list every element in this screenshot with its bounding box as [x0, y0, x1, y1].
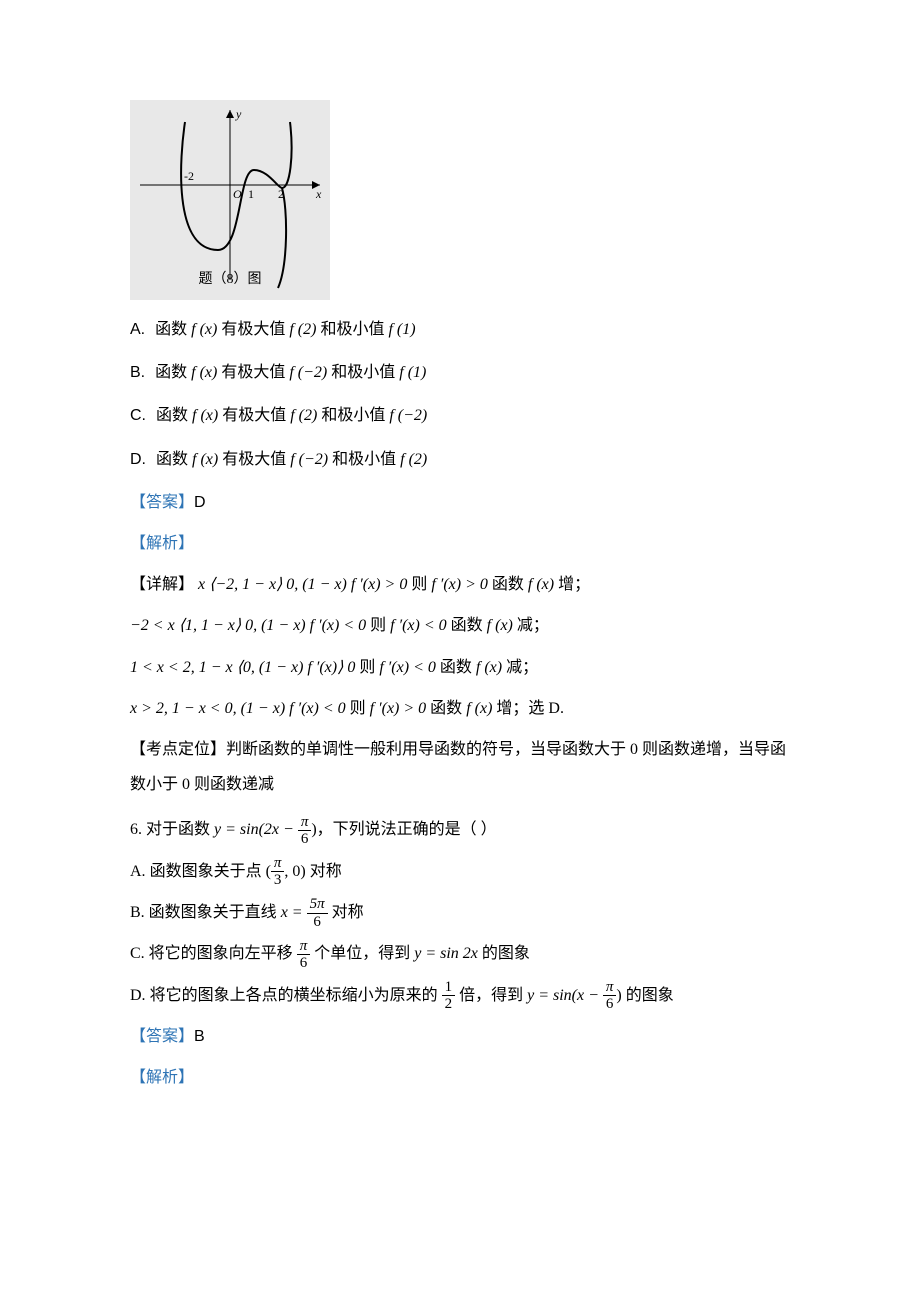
answer-value: D [194, 494, 206, 511]
svg-text:1: 1 [248, 187, 254, 201]
svg-text:y: y [235, 107, 242, 121]
answer-row: 【答案】D [130, 485, 790, 520]
option-letter: A. [130, 321, 145, 338]
option-letter: B. [130, 364, 145, 381]
option-letter: D. [130, 451, 146, 468]
detail-line-2: −2 < x ⟨1, 1 − x⟩ 0, (1 − x) f ′(x) < 0 … [130, 608, 790, 643]
option-letter: A. [130, 863, 146, 880]
graph-caption: 题（8）图 [199, 265, 262, 296]
answer-label: 【答案】 [130, 494, 194, 511]
concept-row: 【考点定位】判断函数的单调性一般利用导函数的符号，当导函数大于 0 则函数递增，… [130, 732, 790, 802]
q6-option-a: A. 函数图象关于点 (π3, 0) 对称 [130, 854, 790, 889]
option-text: 函数 f (x) 有极大值 f (2) 和极小值 f (−2) [156, 407, 427, 424]
detail-line-3: 1 < x < 2, 1 − x ⟨0, (1 − x) f ′(x)⟩ 0 则… [130, 650, 790, 685]
option-letter: C. [130, 945, 145, 962]
analysis-label: 【解析】 [130, 535, 194, 552]
answer-value: B [194, 1028, 205, 1045]
analysis-label: 【解析】 [130, 1069, 194, 1086]
q6-number: 6. [130, 821, 142, 838]
option-letter: D. [130, 987, 146, 1004]
q6-answer-row: 【答案】B [130, 1019, 790, 1054]
concept-text: 判断函数的单调性一般利用导函数的符号，当导函数大于 0 则函数递增，当导函数小于… [130, 741, 786, 793]
option-text: 函数 f (x) 有极大值 f (−2) 和极小值 f (1) [155, 364, 426, 381]
option-b: B. 函数 f (x) 有极大值 f (−2) 和极小值 f (1) [130, 355, 790, 390]
detail-label: 【详解】 [130, 576, 194, 593]
option-a: A. 函数 f (x) 有极大值 f (2) 和极小值 f (1) [130, 312, 790, 347]
concept-label: 【考点定位】 [130, 741, 226, 758]
detail-line-1: 【详解】 x ⟨−2, 1 − x⟩ 0, (1 − x) f ′(x) > 0… [130, 567, 790, 602]
q6-stem: 6. 对于函数 y = sin(2x − π6)，下列说法正确的是（ ） [130, 812, 790, 847]
option-text: 函数 f (x) 有极大值 f (2) 和极小值 f (1) [155, 321, 415, 338]
option-c: C. 函数 f (x) 有极大值 f (2) 和极小值 f (−2) [130, 398, 790, 433]
question-6: 6. 对于函数 y = sin(2x − π6)，下列说法正确的是（ ） A. … [130, 812, 790, 1095]
derivative-graph: -2 O 1 2 y x 题（8）图 [130, 100, 330, 300]
option-letter: C. [130, 407, 146, 424]
svg-text:-2: -2 [184, 169, 194, 183]
svg-text:x: x [315, 187, 322, 201]
option-text: 函数 f (x) 有极大值 f (−2) 和极小值 f (2) [156, 451, 427, 468]
option-letter: B. [130, 904, 145, 921]
option-d: D. 函数 f (x) 有极大值 f (−2) 和极小值 f (2) [130, 442, 790, 477]
q6-option-c: C. 将它的图象向左平移 π6 个单位，得到 y = sin 2x 的图象 [130, 936, 790, 971]
answer-label: 【答案】 [130, 1028, 194, 1045]
detail-line-4: x > 2, 1 − x < 0, (1 − x) f ′(x) < 0 则 f… [130, 691, 790, 726]
q6-analysis-row: 【解析】 [130, 1060, 790, 1095]
q6-option-b: B. 函数图象关于直线 x = 5π6 对称 [130, 895, 790, 930]
analysis-row: 【解析】 [130, 526, 790, 561]
q6-option-d: D. 将它的图象上各点的横坐标缩小为原来的 12 倍，得到 y = sin(x … [130, 978, 790, 1013]
